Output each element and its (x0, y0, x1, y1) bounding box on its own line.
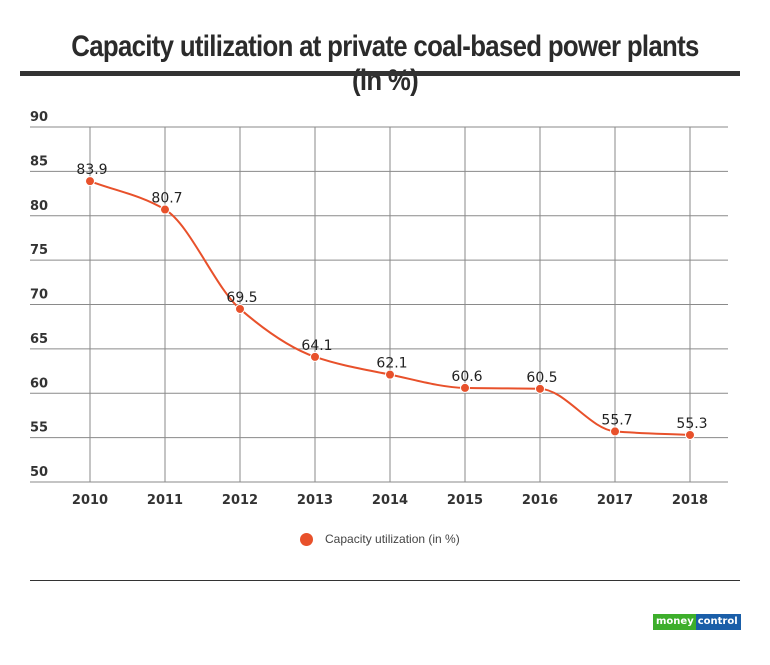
x-tick-label: 2016 (522, 493, 558, 508)
y-tick-label: 75 (30, 243, 48, 258)
data-label: 64.1 (301, 338, 332, 354)
x-tick-label: 2011 (147, 493, 183, 508)
data-label: 60.5 (526, 370, 557, 386)
data-point (160, 204, 170, 215)
data-label: 83.9 (76, 162, 107, 178)
logo-part-control: control (695, 614, 741, 630)
bottom-divider (30, 580, 740, 581)
chart-title: Capacity utilization at private coal-bas… (71, 30, 699, 97)
data-point (310, 351, 320, 362)
series-line (89, 180, 691, 436)
logo-part-money: money (653, 614, 696, 630)
data-point (235, 303, 245, 314)
legend-label: Capacity utilization (in %) (325, 532, 460, 546)
data-labels: 83.9 80.7 69.5 64.1 62.1 60.6 60.5 55.7 55.3 (76, 162, 707, 432)
data-point (685, 429, 695, 440)
data-point (535, 383, 545, 394)
y-axis-ticks: 50 55 60 65 70 75 80 85 90 (30, 110, 48, 480)
y-tick-label: 80 (30, 199, 48, 214)
grid-layer (30, 126, 728, 483)
x-tick-label: 2014 (372, 493, 408, 508)
data-label: 62.1 (376, 356, 407, 372)
data-label: 55.7 (601, 412, 632, 428)
x-tick-label: 2018 (672, 493, 708, 508)
y-tick-label: 90 (30, 110, 48, 125)
x-axis-ticks: 2010 2011 2012 2013 2014 2015 2016 2017 2018 (72, 493, 708, 508)
data-label: 60.6 (451, 369, 482, 385)
y-tick-label: 50 (30, 465, 48, 480)
data-point (85, 176, 95, 187)
y-tick-label: 70 (30, 288, 48, 303)
title-underline (20, 71, 740, 76)
data-point (385, 369, 395, 380)
data-label: 69.5 (226, 290, 257, 306)
y-tick-label: 60 (30, 376, 48, 391)
series-layer (85, 176, 695, 440)
data-point (460, 382, 470, 393)
y-tick-label: 65 (30, 332, 48, 347)
legend: Capacity utilization (in %) (300, 530, 460, 548)
x-tick-label: 2017 (597, 493, 633, 508)
data-point (610, 426, 620, 437)
data-label: 55.3 (676, 416, 707, 432)
moneycontrol-logo: money control (653, 614, 741, 630)
data-label: 80.7 (151, 191, 182, 207)
x-tick-label: 2010 (72, 493, 108, 508)
y-tick-label: 55 (30, 421, 48, 436)
x-tick-label: 2013 (297, 493, 333, 508)
legend-marker-icon (300, 532, 313, 546)
x-tick-label: 2012 (222, 493, 258, 508)
y-tick-label: 85 (30, 154, 48, 169)
x-tick-label: 2015 (447, 493, 483, 508)
